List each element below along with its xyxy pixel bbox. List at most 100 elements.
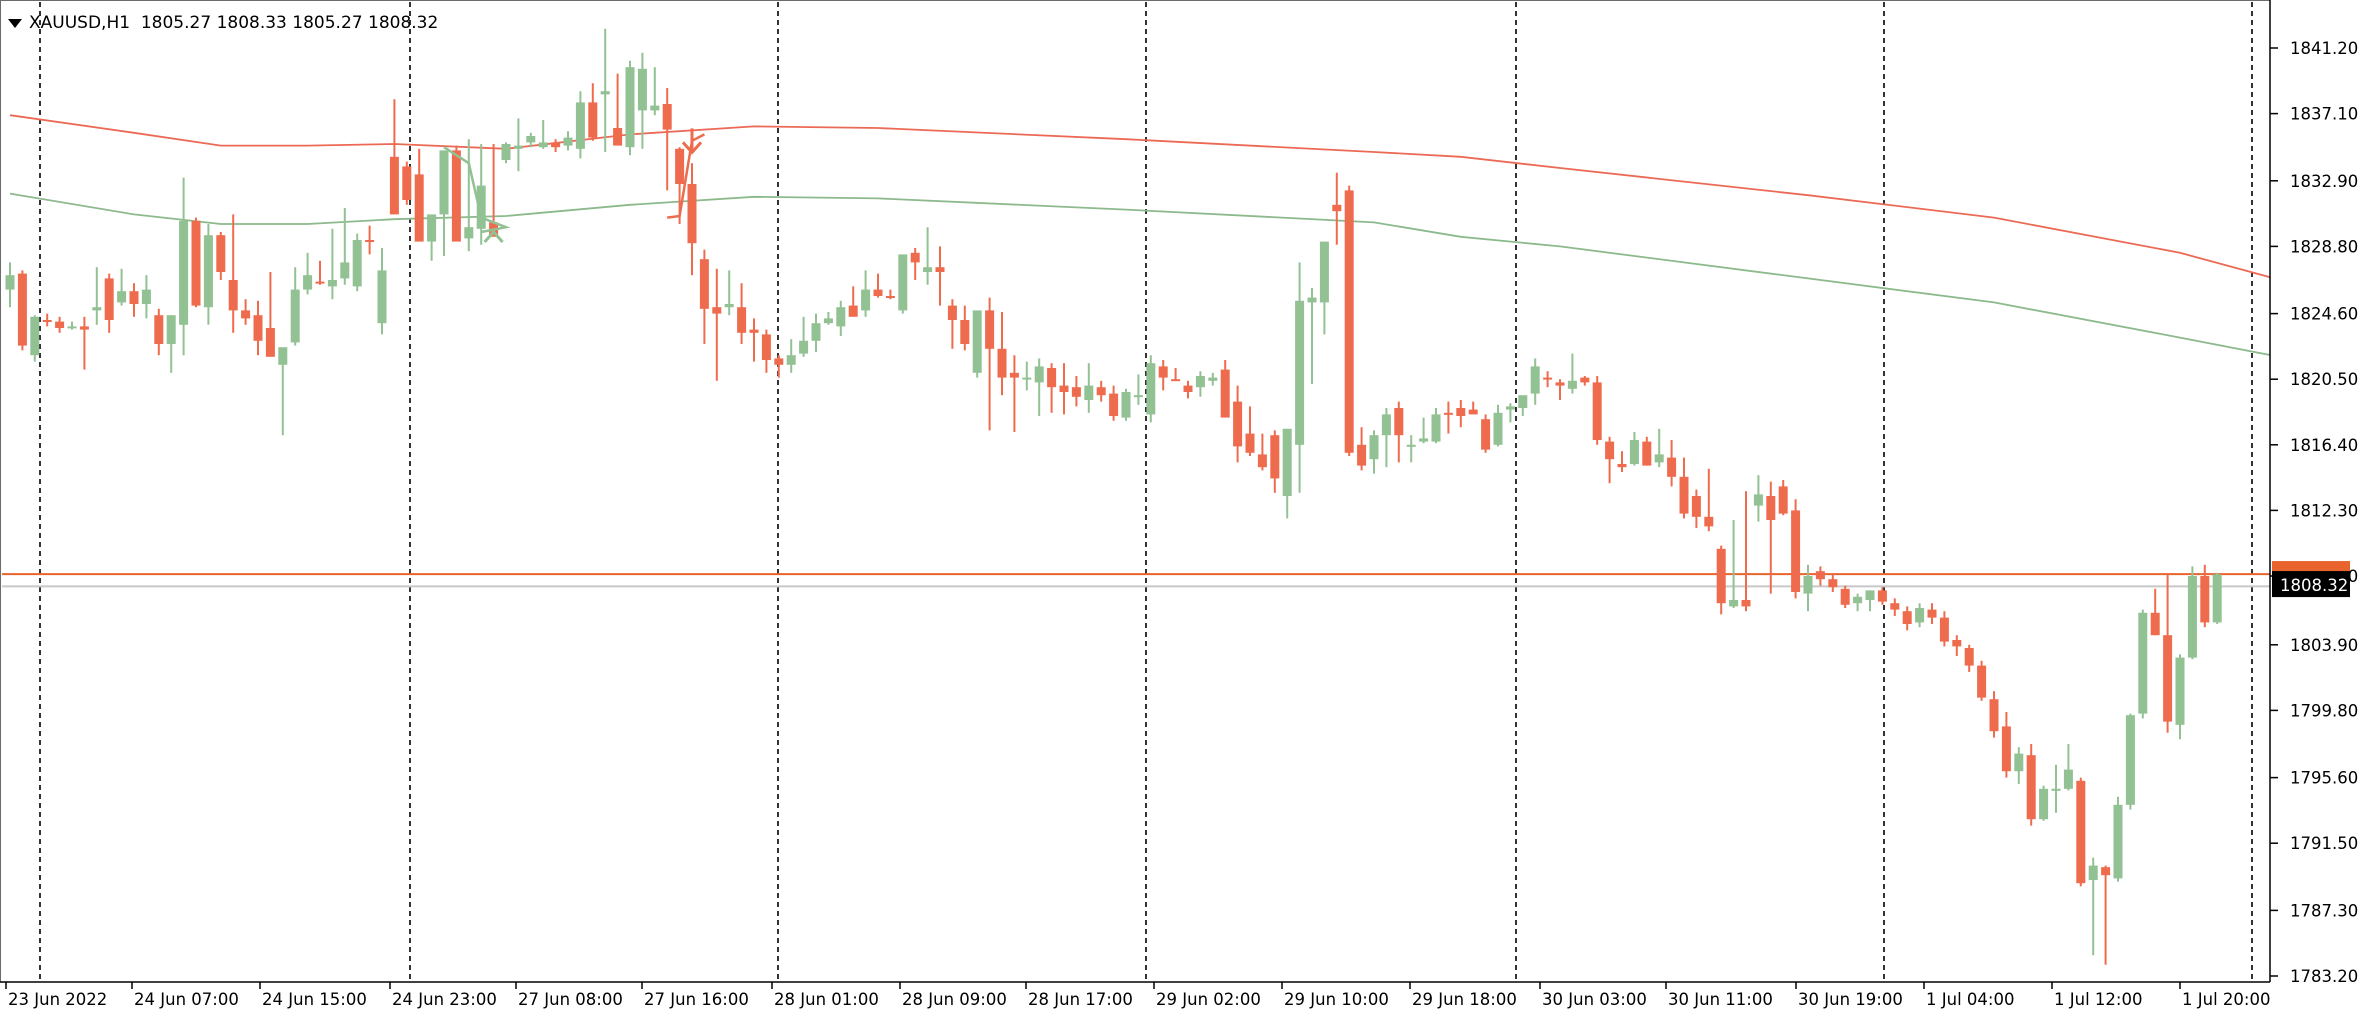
candle (885, 289, 895, 300)
candle (17, 270, 27, 351)
candle-body (1158, 366, 1168, 378)
candle (1381, 408, 1391, 468)
price-tick-label: 1812.30 (2290, 501, 2358, 520)
candle-body (613, 128, 623, 146)
candle (141, 275, 151, 319)
candle-body (1481, 419, 1491, 450)
price-tick-label: 1795.60 (2290, 769, 2358, 788)
price-axis: 1841.20 1837.10 1832.90 1828.80 1824.60 1820.… (2269, 0, 2372, 986)
candle-body (811, 323, 821, 341)
candle-body (1667, 457, 1677, 477)
current-price-label: 1808.32 (2280, 576, 2348, 595)
candle (2101, 865, 2111, 965)
candle-body (2138, 612, 2148, 714)
candle (402, 161, 412, 205)
candle (476, 144, 486, 245)
candle-body (216, 235, 226, 272)
candle-body (1146, 363, 1156, 415)
candle (377, 248, 387, 335)
candle-body (352, 240, 362, 287)
candle (241, 299, 251, 325)
chart-header: XAUUSD,H1 1805.27 1808.33 1805.27 1808.3… (8, 10, 438, 36)
candle-body (1034, 366, 1044, 383)
candle (67, 321, 77, 330)
price-tick-label: 1787.30 (2290, 901, 2358, 920)
candle-body (823, 318, 833, 324)
candle (588, 83, 598, 141)
candle-body (1381, 414, 1391, 436)
candle (625, 60, 635, 156)
ohlc-high: 1808.33 (216, 13, 287, 33)
candle (551, 139, 561, 152)
candle (1257, 433, 1267, 471)
candle (1332, 172, 1342, 245)
candle-body (79, 326, 89, 330)
candle-body (786, 355, 796, 365)
price-axis-bg (2270, 0, 2372, 982)
candle (861, 270, 871, 317)
candle (1171, 368, 1181, 382)
candle (1753, 475, 1763, 522)
candle (972, 310, 982, 378)
candle (1741, 491, 1751, 612)
candle (191, 217, 201, 308)
candle-body (650, 105, 660, 111)
candle-body (1580, 377, 1590, 383)
candle-body (451, 150, 461, 242)
candle-body (563, 137, 573, 146)
candle-body (1592, 382, 1602, 440)
candle-body (687, 184, 697, 244)
candle (947, 299, 957, 349)
candle-body (1121, 392, 1131, 418)
candle (1481, 414, 1491, 453)
symbol-name: XAUUSD,H1 (29, 13, 131, 33)
candle-body (290, 289, 300, 343)
candle (811, 313, 821, 352)
candle-body (427, 214, 437, 242)
chart-menu-arrow-icon[interactable] (8, 18, 22, 28)
candle (2051, 764, 2061, 813)
candle (1939, 611, 1949, 647)
candle-body (1505, 406, 1515, 410)
candle (1952, 635, 1962, 656)
candle (1853, 593, 1863, 612)
candle-body (2039, 788, 2049, 820)
candle-body (662, 104, 672, 130)
candle-body (92, 307, 102, 311)
candle (600, 28, 610, 152)
candle (327, 228, 337, 300)
time-tick-label: 27 Jun 08:00 (518, 990, 623, 1009)
candle-body (1840, 588, 1850, 605)
time-tick-label: 24 Jun 07:00 (134, 990, 239, 1009)
candle (265, 272, 275, 357)
candle (1828, 574, 1838, 592)
candle (1270, 430, 1280, 493)
ohlc-low: 1805.27 (292, 13, 363, 33)
price-tick-label: 1816.40 (2290, 436, 2358, 455)
time-tick-label: 28 Jun 17:00 (1028, 990, 1133, 1009)
candle (1344, 185, 1354, 456)
price-tick-label: 1824.60 (2290, 305, 2358, 324)
candle (2088, 857, 2098, 956)
candle-body (1295, 300, 1305, 445)
candle-body (1691, 496, 1701, 517)
candle-body (588, 102, 598, 138)
vertical-gridlines (39, 2, 2253, 982)
candle (290, 267, 300, 346)
candle (923, 227, 933, 285)
candle (1158, 360, 1168, 391)
current-price-label-bg (2272, 571, 2350, 598)
candle-body (1530, 366, 1540, 394)
candle-body (1443, 412, 1453, 415)
candle-body (1171, 379, 1181, 382)
candle-body (1704, 516, 1714, 527)
candle (997, 312, 1007, 396)
candle-body (1220, 369, 1230, 418)
candle (1233, 385, 1243, 463)
candle-body (1369, 435, 1379, 460)
time-tick-label: 1 Jul 04:00 (1926, 990, 2014, 1009)
candle-body (1927, 609, 1937, 618)
candle-body (1877, 590, 1887, 602)
candle (1915, 603, 1925, 628)
